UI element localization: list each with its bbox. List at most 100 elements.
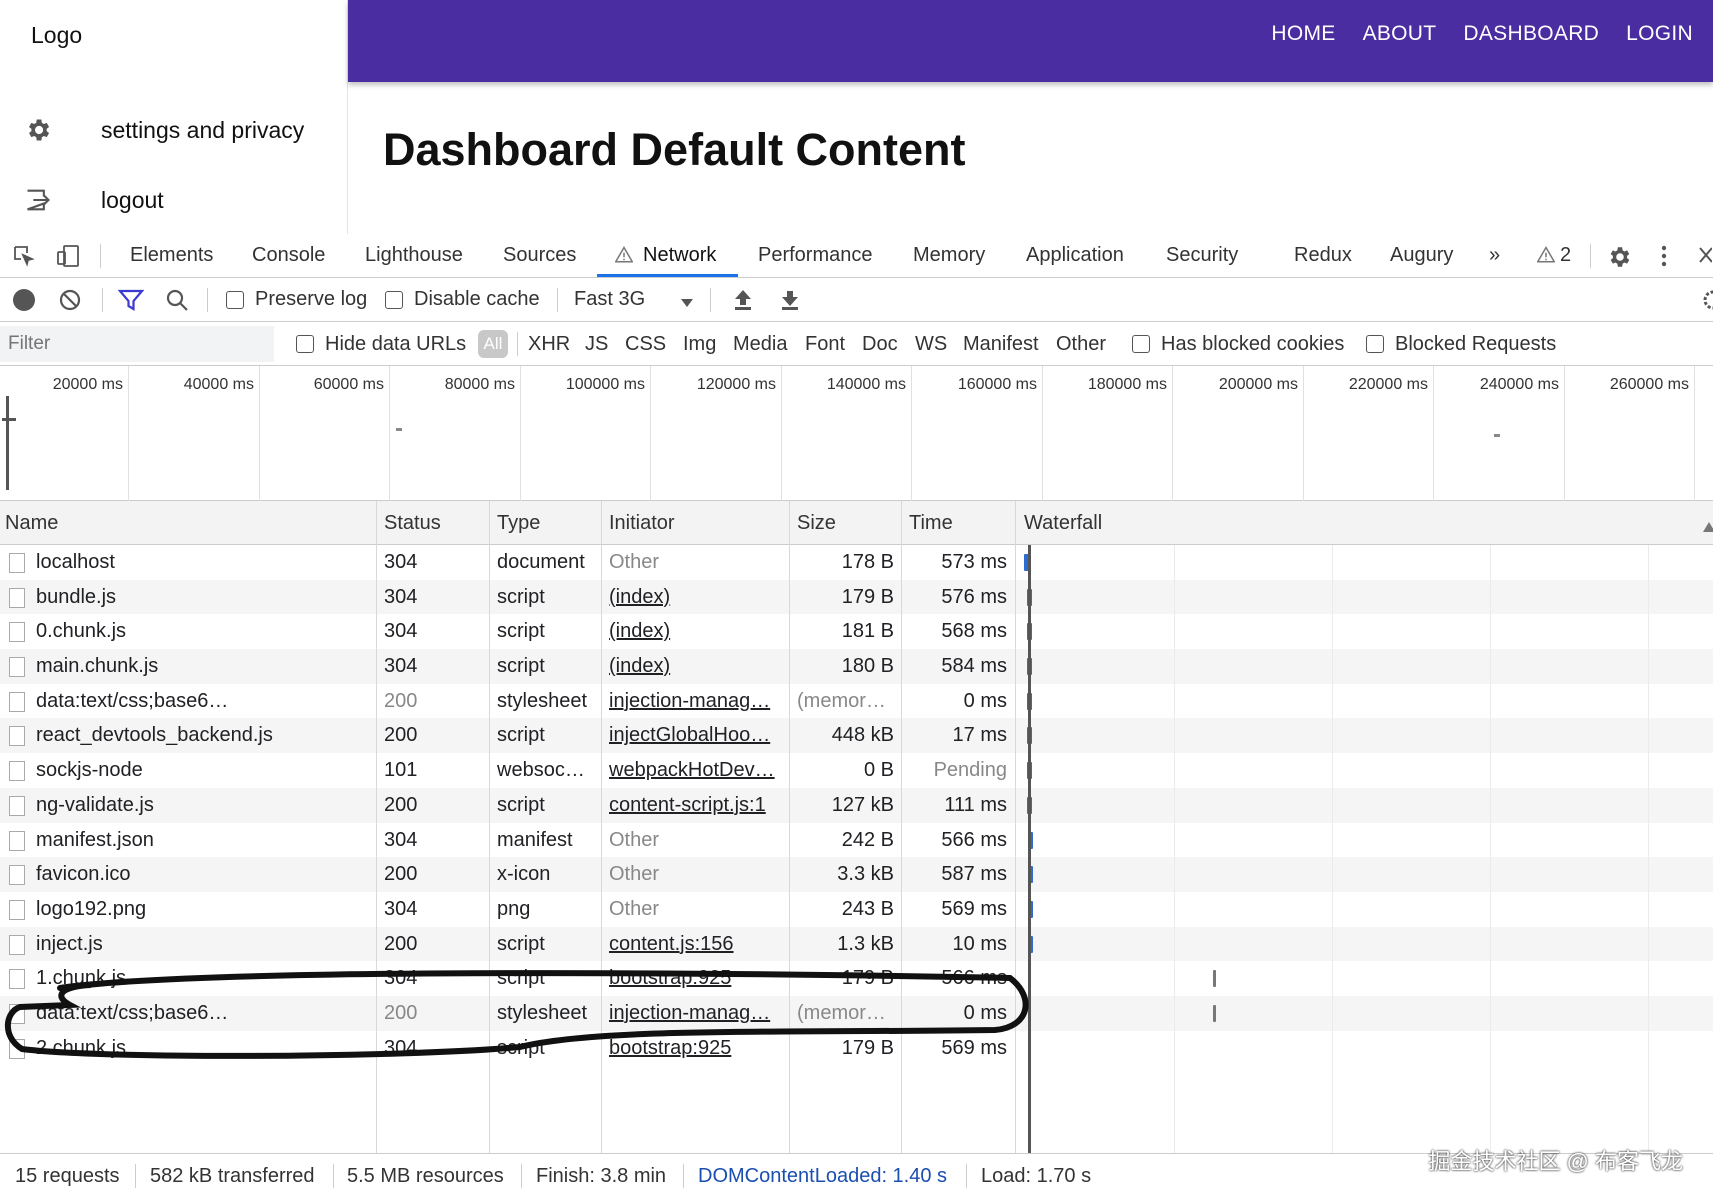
column-divider[interactable] bbox=[901, 501, 902, 1153]
table-row[interactable]: data:text/css;base6… 200 stylesheet injecti… bbox=[0, 995, 1713, 1031]
nav-home[interactable]: HOME bbox=[1271, 22, 1336, 45]
table-row[interactable]: react_devtools_backend.js 200 script inject… bbox=[0, 718, 1713, 754]
sort-ascending-icon[interactable] bbox=[1703, 515, 1713, 538]
inspect-element-icon[interactable] bbox=[12, 244, 36, 274]
table-row[interactable]: 1.chunk.js 304 script bootstrap:925 179 B 566… bbox=[0, 961, 1713, 996]
tab-sources[interactable]: Sources bbox=[503, 244, 577, 266]
column-header-time[interactable]: Time bbox=[909, 512, 953, 534]
table-row[interactable]: favicon.ico 200 x-icon Other 3.3 kB 587 ms bbox=[0, 857, 1713, 892]
column-header-waterfall[interactable]: Waterfall bbox=[1024, 512, 1103, 534]
file-icon bbox=[9, 622, 25, 643]
column-header-status[interactable]: Status bbox=[384, 512, 441, 534]
filter-type-ws[interactable]: WS bbox=[915, 333, 948, 355]
request-initiator[interactable]: webpackHotDev… bbox=[609, 759, 775, 782]
filter-type-manifest[interactable]: Manifest bbox=[963, 333, 1039, 355]
network-overview-timeline[interactable]: 20000 ms 40000 ms 60000 ms 80000 ms 100000 m… bbox=[0, 366, 1713, 501]
file-icon bbox=[9, 761, 25, 782]
tab-network[interactable]: Network bbox=[643, 244, 717, 266]
column-divider[interactable] bbox=[1015, 501, 1016, 1153]
tab-security[interactable]: Security bbox=[1166, 244, 1239, 266]
column-header-size[interactable]: Size bbox=[797, 512, 836, 534]
sidebar: Logo settings and privacy logout bbox=[0, 0, 348, 234]
sidebar-item-settings[interactable]: settings and privacy bbox=[22, 110, 304, 150]
network-settings-icon[interactable] bbox=[1700, 288, 1713, 318]
request-initiator[interactable]: (index) bbox=[609, 585, 671, 608]
search-icon[interactable] bbox=[165, 288, 189, 318]
filter-input[interactable] bbox=[0, 326, 274, 362]
column-divider[interactable] bbox=[789, 501, 790, 1153]
more-tabs-button[interactable]: » bbox=[1489, 244, 1501, 266]
request-initiator[interactable]: content-script.js:1 bbox=[609, 793, 766, 816]
table-row[interactable]: inject.js 200 script content.js:156 1.3 kB 10… bbox=[0, 926, 1713, 962]
chevron-down-icon[interactable] bbox=[680, 292, 694, 315]
filter-type-all[interactable]: All bbox=[478, 330, 508, 358]
request-initiator[interactable]: bootstrap:925 bbox=[609, 967, 732, 990]
tab-augury[interactable]: Augury bbox=[1390, 244, 1454, 266]
tab-application[interactable]: Application bbox=[1026, 244, 1124, 266]
request-initiator[interactable]: injection-manag… bbox=[609, 1001, 771, 1024]
request-initiator[interactable]: (index) bbox=[609, 655, 671, 678]
table-row[interactable]: localhost 304 document Other 178 B 573 ms bbox=[0, 545, 1713, 580]
record-button[interactable] bbox=[12, 288, 36, 318]
table-row[interactable]: 2.chunk.js 304 script bootstrap:925 179 B 569… bbox=[0, 1030, 1713, 1066]
waterfall-bar bbox=[1213, 1004, 1216, 1022]
import-har-icon[interactable] bbox=[733, 288, 753, 318]
close-icon[interactable] bbox=[1698, 244, 1713, 272]
request-initiator[interactable]: content.js:156 bbox=[609, 932, 734, 955]
request-type: script bbox=[497, 724, 545, 747]
filter-type-other[interactable]: Other bbox=[1056, 333, 1107, 355]
warning-icon[interactable] bbox=[1536, 246, 1556, 270]
throttle-select[interactable]: Fast 3G bbox=[574, 288, 646, 310]
warnings-count[interactable]: 2 bbox=[1560, 244, 1572, 266]
sidebar-item-logout[interactable]: logout bbox=[22, 180, 164, 220]
overview-tick-label: 200000 ms bbox=[1218, 376, 1298, 393]
tab-memory[interactable]: Memory bbox=[913, 244, 986, 266]
column-divider[interactable] bbox=[376, 501, 377, 1153]
tab-elements[interactable]: Elements bbox=[130, 244, 214, 266]
column-divider[interactable] bbox=[489, 501, 490, 1153]
table-row[interactable]: main.chunk.js 304 script (index) 180 B 584 ms bbox=[0, 649, 1713, 684]
request-initiator[interactable]: (index) bbox=[609, 620, 671, 643]
filter-type-js[interactable]: JS bbox=[585, 333, 609, 355]
table-row[interactable]: manifest.json 304 manifest Other 242 B 566 ms bbox=[0, 822, 1713, 858]
device-toolbar-icon[interactable] bbox=[56, 244, 82, 274]
filter-type-font[interactable]: Font bbox=[805, 333, 846, 355]
hide-data-urls-checkbox[interactable] bbox=[296, 335, 314, 353]
filter-icon[interactable] bbox=[117, 288, 145, 318]
tab-lighthouse[interactable]: Lighthouse bbox=[365, 244, 463, 266]
preserve-log-checkbox[interactable] bbox=[226, 291, 244, 309]
nav-dashboard[interactable]: DASHBOARD bbox=[1463, 22, 1600, 45]
column-header-initiator[interactable]: Initiator bbox=[609, 512, 675, 534]
gear-icon[interactable] bbox=[1606, 244, 1632, 276]
table-row[interactable]: ng-validate.js 200 script content-script.js… bbox=[0, 787, 1713, 823]
tab-performance[interactable]: Performance bbox=[758, 244, 873, 266]
more-options-icon[interactable] bbox=[1660, 244, 1668, 274]
request-initiator[interactable]: injection-manag… bbox=[609, 689, 771, 712]
devtools-panel: Elements Console Lighthouse Sources Netw… bbox=[0, 234, 1713, 1196]
filter-type-img[interactable]: Img bbox=[683, 333, 717, 355]
request-initiator[interactable]: injectGlobalHoo… bbox=[609, 724, 771, 747]
has-blocked-cookies-checkbox[interactable] bbox=[1132, 335, 1150, 353]
table-row[interactable]: data:text/css;base6… 200 stylesheet injecti… bbox=[0, 683, 1713, 719]
tab-redux[interactable]: Redux bbox=[1294, 244, 1352, 266]
column-divider[interactable] bbox=[601, 501, 602, 1153]
table-row[interactable]: sockjs-node 101 websoc… webpackHotDev… 0 B Pe… bbox=[0, 753, 1713, 788]
table-row[interactable]: bundle.js 304 script (index) 179 B 576 ms bbox=[0, 579, 1713, 615]
table-row[interactable]: 0.chunk.js 304 script (index) 181 B 568 ms bbox=[0, 614, 1713, 650]
column-header-type[interactable]: Type bbox=[497, 512, 541, 534]
nav-login[interactable]: LOGIN bbox=[1626, 22, 1693, 45]
nav-about[interactable]: ABOUT bbox=[1362, 22, 1437, 45]
logo[interactable]: Logo bbox=[31, 22, 83, 48]
column-header-name[interactable]: Name bbox=[5, 512, 59, 534]
clear-icon[interactable] bbox=[58, 288, 82, 318]
filter-type-doc[interactable]: Doc bbox=[862, 333, 898, 355]
disable-cache-checkbox[interactable] bbox=[385, 291, 403, 309]
export-har-icon[interactable] bbox=[780, 288, 800, 318]
filter-type-css[interactable]: CSS bbox=[625, 333, 667, 355]
blocked-requests-checkbox[interactable] bbox=[1366, 335, 1384, 353]
table-row[interactable]: logo192.png 304 png Other 243 B 569 ms bbox=[0, 891, 1713, 927]
filter-type-xhr[interactable]: XHR bbox=[528, 333, 571, 355]
tab-console[interactable]: Console bbox=[252, 244, 326, 266]
filter-type-media[interactable]: Media bbox=[733, 333, 788, 355]
request-initiator[interactable]: bootstrap:925 bbox=[609, 1036, 732, 1059]
